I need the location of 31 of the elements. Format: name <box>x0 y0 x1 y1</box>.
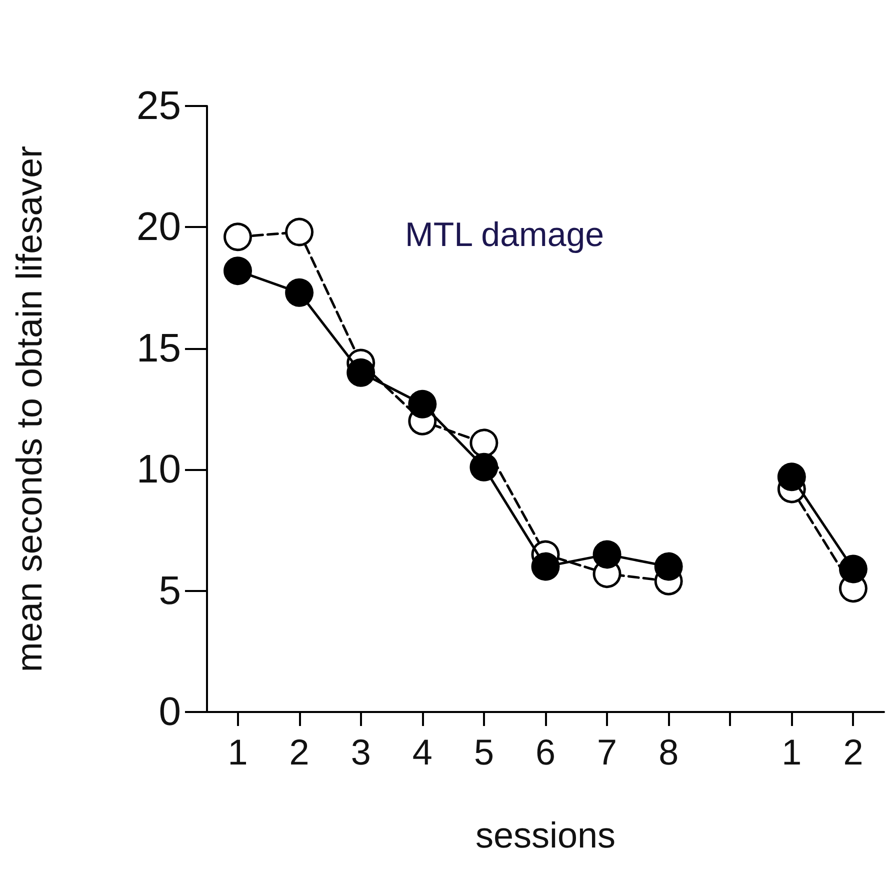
x-tick-label: 1 <box>782 732 802 772</box>
y-tick-label: 15 <box>136 326 181 370</box>
point <box>470 452 498 482</box>
x-tick-label: 5 <box>474 732 494 772</box>
x-tick-label: 2 <box>843 732 864 772</box>
point <box>408 390 437 418</box>
y-tick-label: 25 <box>136 84 181 128</box>
x-tick-label: 6 <box>535 732 556 772</box>
point <box>224 256 252 286</box>
annotation: MTL damage <box>405 216 604 254</box>
x-tick-label: 2 <box>289 732 310 772</box>
point <box>839 554 868 584</box>
point <box>224 222 252 252</box>
point <box>654 552 683 581</box>
point <box>285 278 314 307</box>
x-tick-label: 8 <box>658 732 679 772</box>
x-axis-title: sessions <box>475 814 616 856</box>
point <box>285 218 314 246</box>
y-tick-label: 10 <box>136 448 181 492</box>
y-tick-label: 0 <box>158 690 181 734</box>
x-tick-label: 7 <box>597 732 618 772</box>
point <box>531 552 560 581</box>
y-axis-title: mean seconds to obtain lifesaver <box>8 146 50 672</box>
y-tick-label: 5 <box>158 568 181 613</box>
x-tick-label: 4 <box>412 732 432 772</box>
point <box>777 462 806 492</box>
point <box>346 358 376 387</box>
y-tick-label: 20 <box>136 205 181 250</box>
x-tick-label: 1 <box>228 732 248 772</box>
x-tick-label: 3 <box>350 732 371 772</box>
point <box>592 540 622 569</box>
